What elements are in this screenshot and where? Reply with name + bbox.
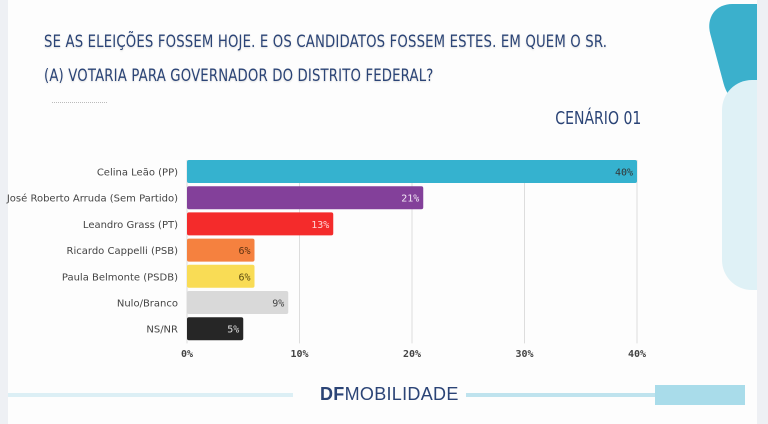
logo-rest: MOBILIDADE <box>344 384 459 404</box>
data-label: 9% <box>272 299 284 310</box>
slide <box>8 0 757 424</box>
category-label: Celina Leão (PP) <box>97 168 178 179</box>
scenario-label: CENÁRIO 01 <box>554 108 641 129</box>
category-label: Leandro Grass (PT) <box>83 220 178 231</box>
category-label: NS/NR <box>146 325 178 336</box>
bar <box>187 160 637 183</box>
x-tick-label: 20% <box>403 349 421 360</box>
category-label: Paula Belmonte (PSDB) <box>62 272 178 283</box>
data-label: 40% <box>615 168 633 179</box>
data-label: 5% <box>227 325 239 336</box>
footer-line <box>8 393 293 397</box>
category-label: José Roberto Arruda (Sem Partido) <box>6 193 178 205</box>
logo-bold: DF <box>320 384 345 404</box>
x-tick-label: 30% <box>515 349 533 360</box>
footer-decoration <box>655 385 745 405</box>
bar <box>187 186 424 210</box>
x-tick-label: 10% <box>290 349 308 360</box>
footer-line <box>466 393 683 397</box>
category-label: Nulo/Branco <box>117 299 178 310</box>
decorative-shape <box>722 80 757 290</box>
chart-title-line1: SE AS ELEIÇÕES FOSSEM HOJE. E OS CANDIDA… <box>44 32 608 52</box>
bar <box>187 212 334 236</box>
bar <box>187 291 289 314</box>
category-label: Ricardo Cappelli (PSB) <box>67 246 179 257</box>
logo: DFMOBILIDADE <box>320 384 459 405</box>
x-tick-label: 40% <box>628 349 646 360</box>
data-label: 6% <box>238 272 250 283</box>
data-label: 6% <box>238 246 250 257</box>
data-label: 13% <box>311 220 329 231</box>
x-tick-label: 0% <box>181 349 193 360</box>
chart-title-line2: (A) VOTARIA PARA GOVERNADOR DO DISTRITO … <box>44 66 434 86</box>
bar <box>187 264 255 288</box>
divider <box>52 102 107 103</box>
data-label: 21% <box>401 194 419 205</box>
bar <box>187 238 255 262</box>
bar <box>187 317 244 341</box>
